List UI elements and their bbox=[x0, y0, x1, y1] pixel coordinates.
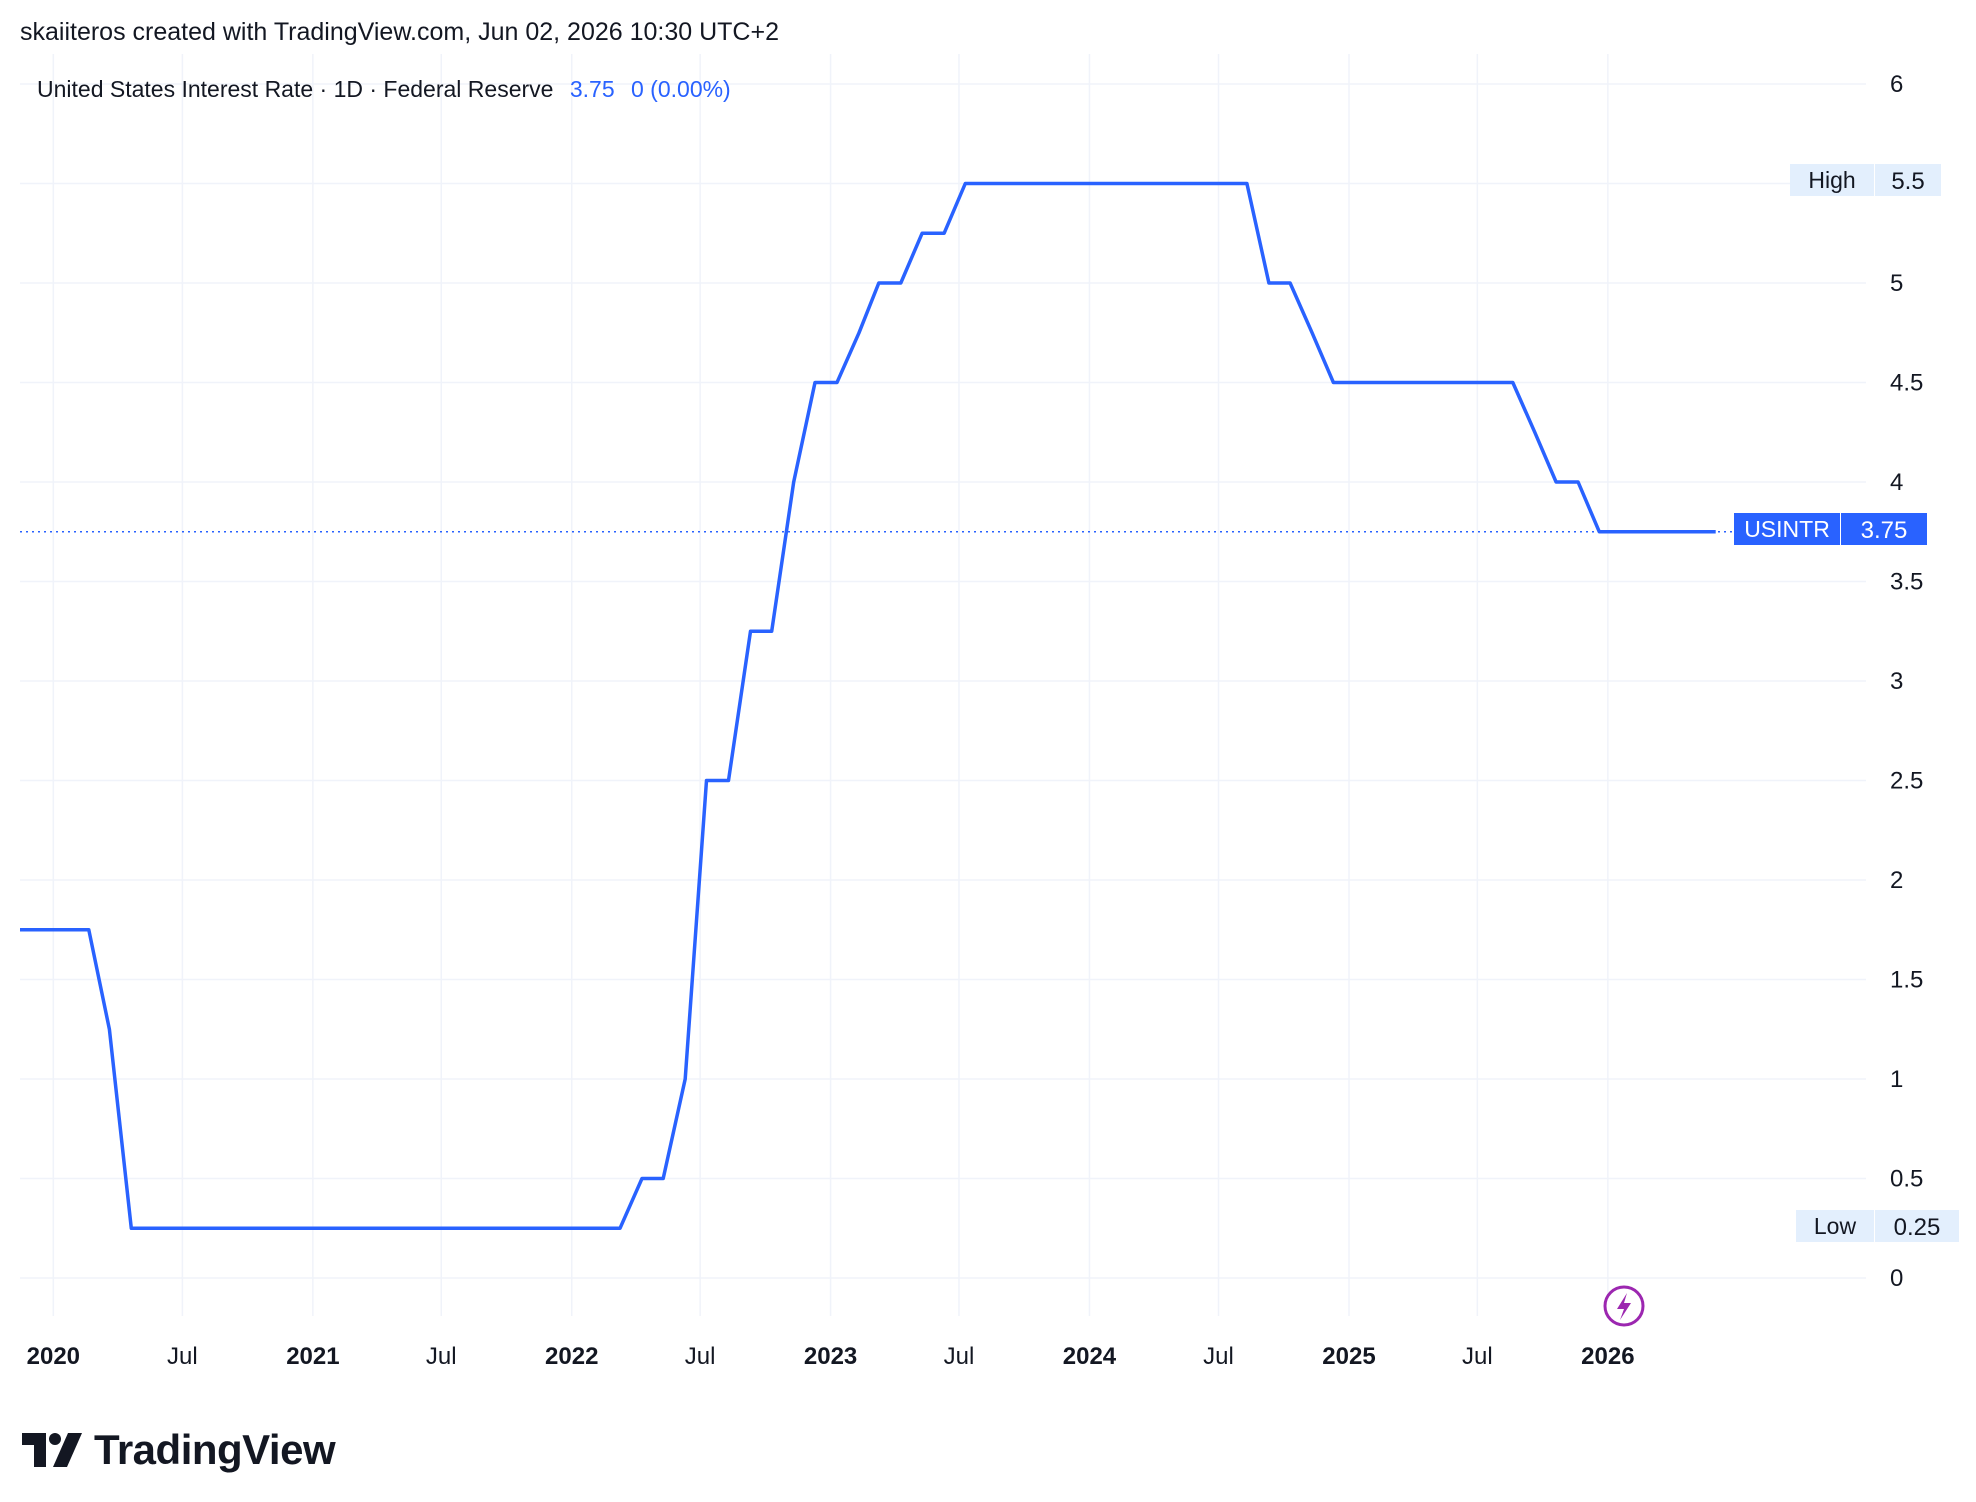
series-line-usintr bbox=[20, 184, 1716, 1229]
x-tick-label: Jul bbox=[685, 1343, 716, 1370]
x-tick-label: Jul bbox=[1203, 1343, 1234, 1370]
x-tick-label: 2026 bbox=[1581, 1343, 1634, 1370]
x-tick-label: Jul bbox=[426, 1343, 457, 1370]
x-tick-label: Jul bbox=[944, 1343, 975, 1370]
legend-symbol: United States Interest Rate · 1D · Feder… bbox=[37, 76, 553, 102]
grid-lines bbox=[20, 54, 1866, 1316]
tradingview-logo-icon bbox=[22, 1433, 82, 1467]
y-tick-label: 3.5 bbox=[1890, 569, 1923, 596]
high-label: High bbox=[1808, 167, 1855, 193]
high-value: 5.5 bbox=[1891, 168, 1924, 195]
low-value: 0.25 bbox=[1894, 1214, 1941, 1241]
x-axis: 2020 Jul 2021 Jul 2022 Jul 2023 Jul 2024 Jul 2025 J… bbox=[27, 1343, 1635, 1370]
x-tick-label: 2020 bbox=[27, 1343, 80, 1370]
legend-last-value: 3.75 bbox=[570, 76, 615, 102]
chart-legend: United States Interest Rate · 1D · Feder… bbox=[37, 76, 731, 103]
low-label: Low bbox=[1814, 1213, 1857, 1239]
y-tick-label: 0 bbox=[1890, 1265, 1903, 1292]
brand-name: TradingView bbox=[94, 1426, 335, 1474]
y-axis: 0 0.5 1 1.5 2 2.5 3 3.5 4 4.5 5 5.5 6 bbox=[1890, 71, 1923, 1292]
x-tick-label: 2021 bbox=[286, 1343, 339, 1370]
y-tick-label: 4.5 bbox=[1890, 370, 1923, 397]
x-tick-label: 2024 bbox=[1063, 1343, 1117, 1370]
tradingview-brand[interactable]: TradingView bbox=[22, 1426, 335, 1474]
low-badge: Low 0.25 bbox=[1796, 1210, 1959, 1242]
y-tick-label: 1 bbox=[1890, 1066, 1903, 1093]
y-tick-label: 5 bbox=[1890, 270, 1903, 297]
x-tick-label: 2025 bbox=[1322, 1343, 1375, 1370]
y-tick-label: 6 bbox=[1890, 71, 1903, 98]
chart-area[interactable]: 2020 Jul 2021 Jul 2022 Jul 2023 Jul 2024 Jul 2025 J… bbox=[20, 54, 1966, 1389]
y-tick-label: 3 bbox=[1890, 668, 1903, 695]
current-badge: USINTR 3.75 bbox=[1734, 513, 1927, 545]
lightning-bolt-icon[interactable] bbox=[1605, 1287, 1643, 1325]
y-tick-label: 1.5 bbox=[1890, 967, 1923, 994]
attribution-header: skaiiteros created with TradingView.com,… bbox=[20, 18, 779, 47]
x-tick-label: Jul bbox=[167, 1343, 198, 1370]
y-tick-label: 4 bbox=[1890, 469, 1903, 496]
current-value: 3.75 bbox=[1861, 517, 1908, 544]
current-label: USINTR bbox=[1744, 516, 1830, 542]
x-tick-label: 2023 bbox=[804, 1343, 857, 1370]
y-tick-label: 2.5 bbox=[1890, 768, 1923, 795]
y-tick-label: 0.5 bbox=[1890, 1166, 1923, 1193]
high-badge: High 5.5 bbox=[1790, 164, 1941, 196]
y-tick-label: 2 bbox=[1890, 867, 1903, 894]
x-tick-label: Jul bbox=[1462, 1343, 1493, 1370]
legend-change: 0 (0.00%) bbox=[631, 76, 731, 102]
x-tick-label: 2022 bbox=[545, 1343, 598, 1370]
